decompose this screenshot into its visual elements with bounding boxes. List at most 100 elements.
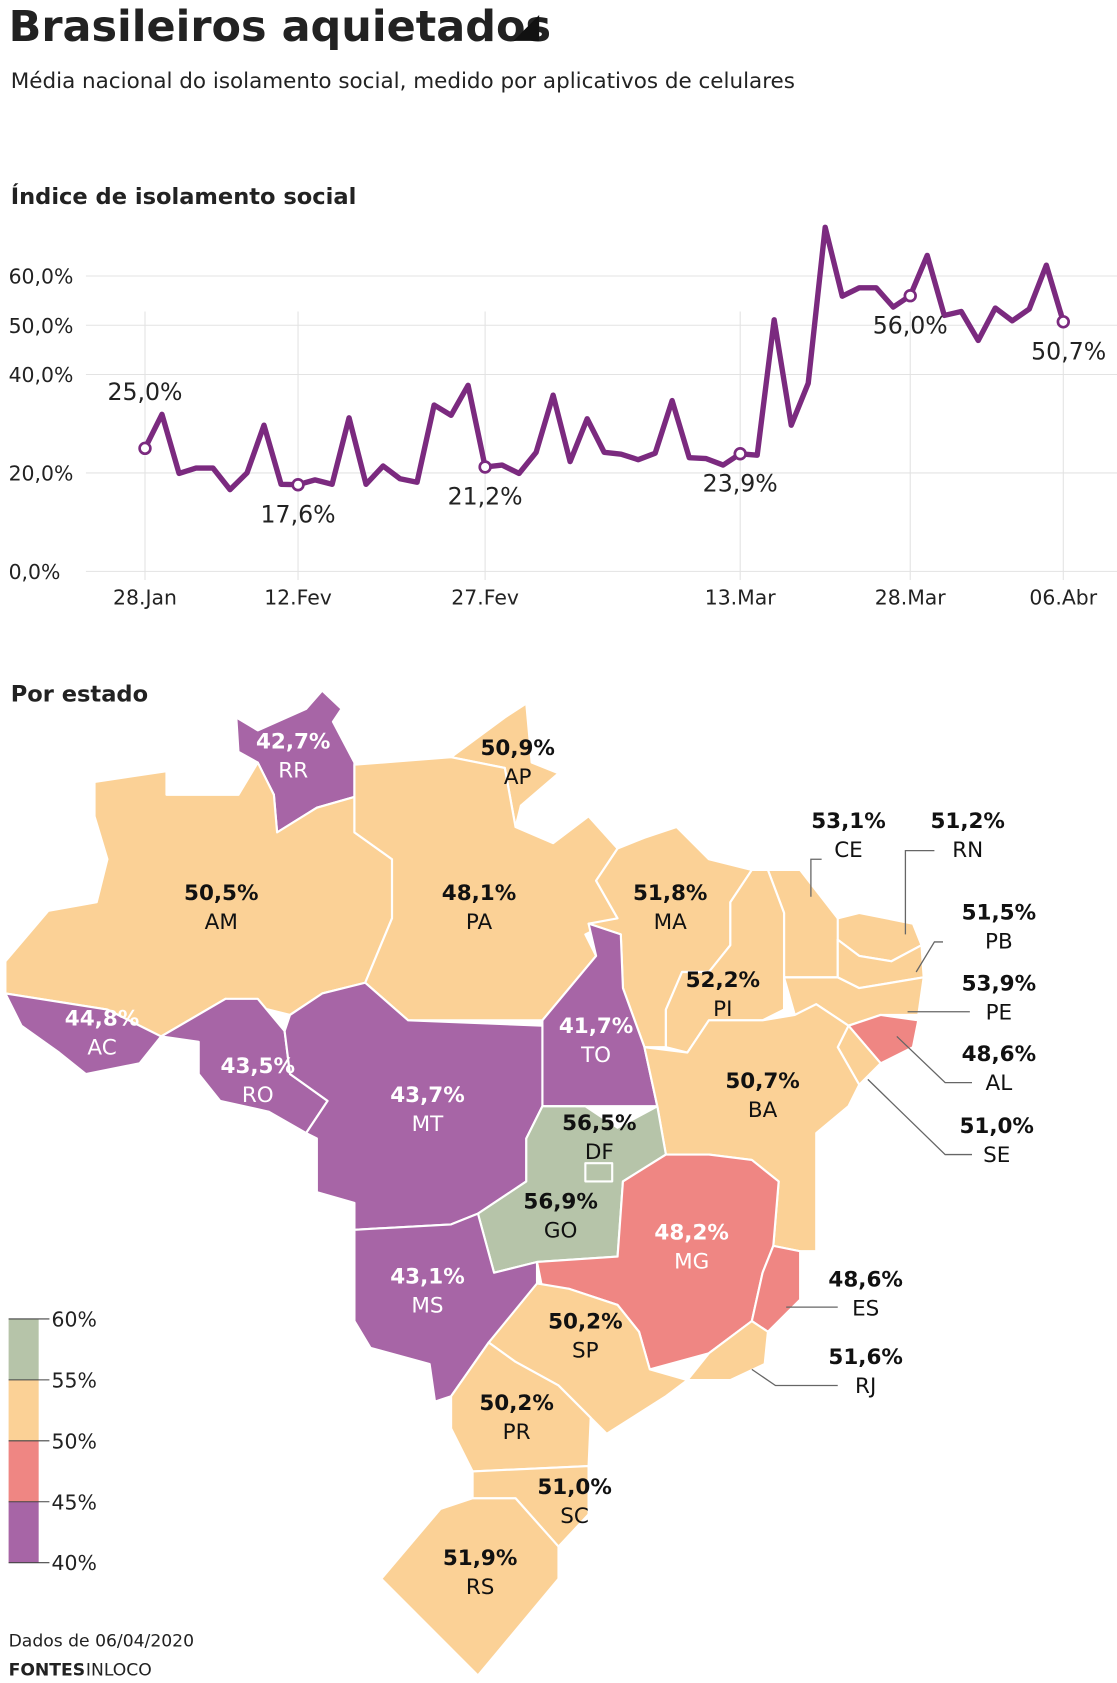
state-value-label: 53,9% (962, 971, 1036, 996)
state-name: TO (580, 1043, 611, 1068)
state-name: AM (205, 910, 238, 935)
value-label: 25,0% (107, 378, 182, 406)
state-value-label: 41,7% (559, 1014, 633, 1039)
state-name: PE (986, 1000, 1013, 1025)
x-tick-label: 13.Mar (705, 586, 777, 610)
state (450, 1341, 592, 1473)
footer-note: Dados de 06/04/2020 (9, 1631, 194, 1651)
state-name: BA (748, 1098, 778, 1123)
state-name: RN (952, 838, 983, 863)
state-value-label: 50,7% (725, 1069, 799, 1094)
point-marker (138, 441, 152, 456)
state-name: GO (544, 1218, 578, 1243)
leader-line (751, 1368, 838, 1387)
state-value-label: 48,6% (962, 1042, 1036, 1067)
state-name: RO (242, 1083, 274, 1108)
chart-title: Índice de isolamento social (11, 182, 357, 210)
value-label: 17,6% (261, 500, 336, 528)
state-name: RJ (855, 1374, 876, 1399)
point-marker (1056, 315, 1071, 329)
point-marker (291, 478, 305, 492)
state-name: CE (834, 838, 863, 863)
state-value-label: 51,6% (828, 1345, 902, 1370)
state (4, 992, 163, 1076)
subtitle: Média nacional do isolamento social, med… (11, 69, 795, 94)
state-value-label: 50,2% (479, 1391, 553, 1416)
state-value-label: 43,7% (390, 1083, 464, 1108)
legend-swatch (8, 1379, 39, 1441)
legend-label: 60% (52, 1307, 97, 1331)
leader-line (904, 849, 935, 935)
state-name: MS (411, 1293, 443, 1318)
value-label: 50,7% (1031, 337, 1106, 365)
state-value-label: 43,1% (390, 1264, 464, 1289)
legend-swatch (8, 1440, 39, 1502)
x-tick-label: 12.Fev (264, 586, 332, 610)
title: Brasileiros aquietados (9, 2, 551, 52)
map: 42,7% RR 50,9% AP 50,5% AM 48,1% PA 51,8% MA 53,1%… (4, 689, 1036, 1677)
state-name: PB (985, 929, 1013, 954)
state-value-label: 51,5% (962, 900, 1036, 925)
state-value-label: 51,9% (443, 1546, 517, 1571)
state-value-label: 50,9% (480, 736, 554, 761)
y-tick-label: 20,0% (9, 461, 74, 485)
state-value-label: 51,0% (537, 1475, 611, 1500)
x-tick-label: 28.Mar (875, 586, 947, 610)
state-value-label: 42,7% (256, 730, 330, 755)
state-name: AL (986, 1071, 1013, 1096)
state-name: PI (713, 997, 732, 1022)
state-name: RR (278, 759, 308, 784)
state-value-label: 56,5% (562, 1111, 636, 1136)
state-value-label: 48,1% (442, 881, 516, 906)
legend-label: 45% (52, 1490, 97, 1514)
leader-line (867, 1078, 973, 1156)
state-value-label: 44,8% (65, 1007, 139, 1032)
point-marker (733, 447, 747, 461)
sources-label: FONTES (9, 1660, 86, 1680)
state-value-label: 53,1% (811, 809, 885, 834)
state-value-label: 51,2% (930, 809, 1004, 834)
state-value-label: 48,6% (828, 1268, 902, 1293)
state-name: PA (466, 910, 493, 935)
legend-swatch (8, 1318, 39, 1380)
y-tick-label: 40,0% (9, 363, 74, 387)
state-name: AC (87, 1036, 116, 1061)
state-value-label: 48,2% (654, 1220, 728, 1245)
x-tick-label: 27.Fev (451, 586, 519, 610)
map-title: Por estado (11, 681, 148, 707)
state-value-label: 43,5% (221, 1054, 295, 1079)
y-tick-label: 60,0% (9, 265, 74, 289)
legend-label: 50% (52, 1429, 97, 1453)
legend-label: 40% (52, 1551, 97, 1575)
leader-line (896, 1035, 973, 1084)
value-label: 23,9% (703, 469, 778, 497)
x-tick-label: 06.Abr (1029, 586, 1097, 610)
state-name: SC (560, 1504, 589, 1529)
value-label: 21,2% (448, 483, 523, 511)
state-value-label: 50,5% (184, 881, 258, 906)
state-name: DF (585, 1140, 614, 1165)
y-tick-label: 50,0% (9, 314, 74, 338)
state-name: RS (466, 1575, 495, 1600)
state-name: SP (572, 1339, 599, 1364)
state (380, 1497, 560, 1677)
leader-line (810, 858, 822, 897)
state-name: ES (852, 1297, 879, 1322)
legend-swatch (8, 1501, 39, 1563)
point-marker (903, 289, 917, 303)
state-name: AP (504, 765, 532, 790)
sources: INLOCO (86, 1660, 152, 1680)
y-tick-label: 0,0% (9, 560, 61, 584)
state-name: SE (983, 1143, 1010, 1168)
leader-line (915, 941, 944, 973)
state-name: MG (674, 1249, 709, 1274)
state-name: MA (654, 910, 688, 935)
state-value-label: 56,9% (523, 1189, 597, 1214)
state-value-label: 51,0% (959, 1114, 1033, 1139)
x-tick-label: 28.Jan (113, 586, 177, 610)
state-value-label: 52,2% (686, 968, 760, 993)
state-value-label: 50,2% (548, 1310, 622, 1335)
value-label: 56,0% (873, 311, 948, 339)
